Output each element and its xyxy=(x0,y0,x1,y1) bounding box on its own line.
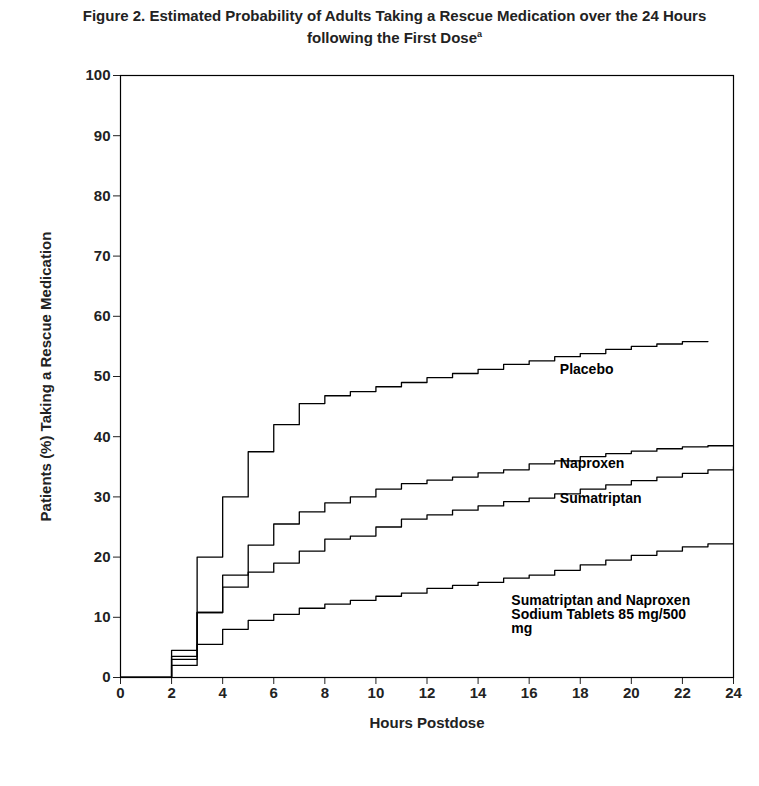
svg-text:6: 6 xyxy=(270,684,278,701)
svg-text:Sumatriptan and NaproxenSodium: Sumatriptan and NaproxenSodium Tablets 8… xyxy=(511,592,690,636)
svg-text:50: 50 xyxy=(94,367,111,384)
svg-text:0: 0 xyxy=(102,668,110,685)
svg-text:0: 0 xyxy=(116,684,124,701)
svg-text:10: 10 xyxy=(368,684,385,701)
svg-text:22: 22 xyxy=(674,684,691,701)
svg-text:2: 2 xyxy=(167,684,175,701)
svg-text:4: 4 xyxy=(218,684,227,701)
svg-text:Naproxen: Naproxen xyxy=(560,455,625,471)
svg-text:Hours Postdose: Hours Postdose xyxy=(369,714,484,731)
svg-text:24: 24 xyxy=(725,684,742,701)
svg-text:Sumatriptan: Sumatriptan xyxy=(560,490,642,506)
svg-text:12: 12 xyxy=(419,684,436,701)
svg-text:80: 80 xyxy=(94,187,111,204)
svg-text:70: 70 xyxy=(94,247,111,264)
svg-text:100: 100 xyxy=(85,66,110,83)
svg-text:16: 16 xyxy=(521,684,538,701)
svg-text:40: 40 xyxy=(94,428,111,445)
svg-text:20: 20 xyxy=(623,684,640,701)
svg-text:Patients (%) Taking a Rescue M: Patients (%) Taking a Rescue Medication xyxy=(37,232,54,522)
svg-text:Placebo: Placebo xyxy=(560,361,614,377)
svg-text:18: 18 xyxy=(572,684,589,701)
svg-text:20: 20 xyxy=(94,548,111,565)
svg-text:90: 90 xyxy=(94,127,111,144)
svg-text:8: 8 xyxy=(321,684,329,701)
html-text:Figure 2. Estimated Probabilit: Figure 2. Estimated Probability of Adult… xyxy=(82,7,707,46)
svg-text:14: 14 xyxy=(470,684,487,701)
svg-text:10: 10 xyxy=(94,608,111,625)
svg-text:60: 60 xyxy=(94,307,111,324)
svg-text:30: 30 xyxy=(94,488,111,505)
